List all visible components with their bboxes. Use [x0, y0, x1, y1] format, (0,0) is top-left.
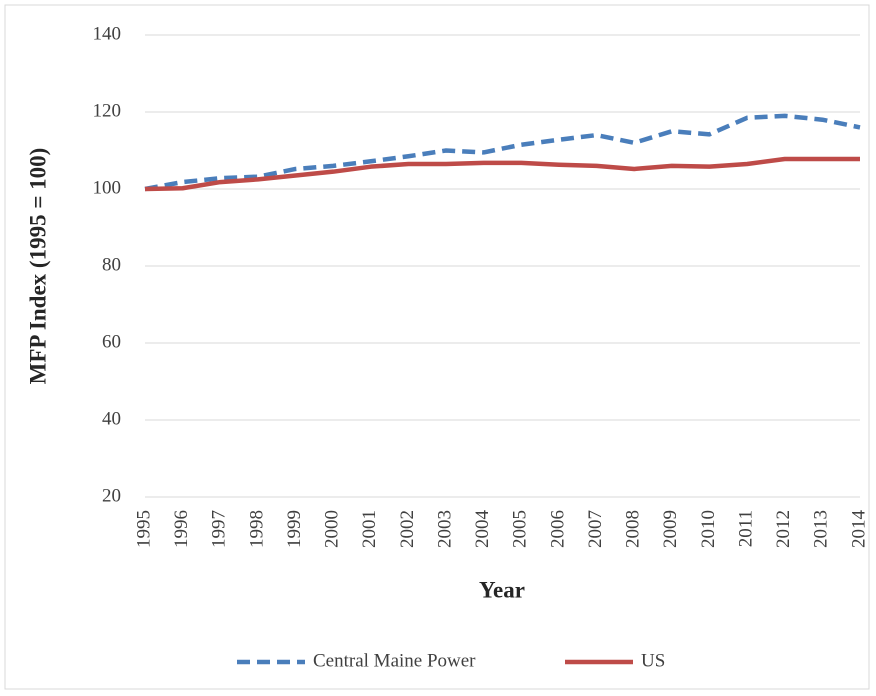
- y-tick-label: 80: [102, 254, 121, 275]
- x-tick-label: 2009: [660, 510, 681, 548]
- x-tick-label: 2007: [585, 510, 606, 548]
- x-tick-label: 1997: [209, 510, 230, 548]
- x-tick-label: 2010: [698, 510, 719, 548]
- y-tick-label: 140: [93, 23, 122, 44]
- y-tick-label: 20: [102, 485, 121, 506]
- legend-label: US: [641, 650, 665, 671]
- x-tick-label: 2005: [510, 510, 531, 548]
- x-axis-title: Year: [479, 577, 525, 602]
- x-tick-label: 2002: [397, 510, 418, 548]
- x-tick-label: 2012: [773, 510, 794, 548]
- x-tick-label: 2004: [472, 510, 493, 549]
- x-tick-label: 1998: [246, 510, 267, 548]
- x-tick-label: 2006: [547, 510, 568, 548]
- legend-label: Central Maine Power: [313, 650, 476, 671]
- x-tick-label: 1999: [284, 510, 305, 548]
- x-tick-label: 2013: [811, 510, 832, 548]
- y-tick-label: 60: [102, 331, 121, 352]
- x-tick-label: 2000: [322, 510, 343, 548]
- y-tick-label: 120: [93, 100, 122, 121]
- x-tick-label: 1995: [133, 510, 154, 548]
- series-line: [144, 156, 860, 192]
- y-tick-label: 100: [93, 177, 122, 198]
- x-tick-label: 2001: [359, 510, 380, 548]
- x-tick-label: 1996: [171, 510, 192, 548]
- y-axis-title: MFP Index (1995 = 100): [25, 148, 50, 385]
- x-tick-label: 2003: [434, 510, 455, 548]
- x-tick-label: 2014: [848, 510, 869, 549]
- series-line: [144, 113, 861, 192]
- x-tick-label: 2011: [735, 510, 756, 547]
- y-tick-label: 40: [102, 408, 121, 429]
- x-tick-label: 2008: [623, 510, 644, 548]
- chart-frame: [4, 4, 870, 690]
